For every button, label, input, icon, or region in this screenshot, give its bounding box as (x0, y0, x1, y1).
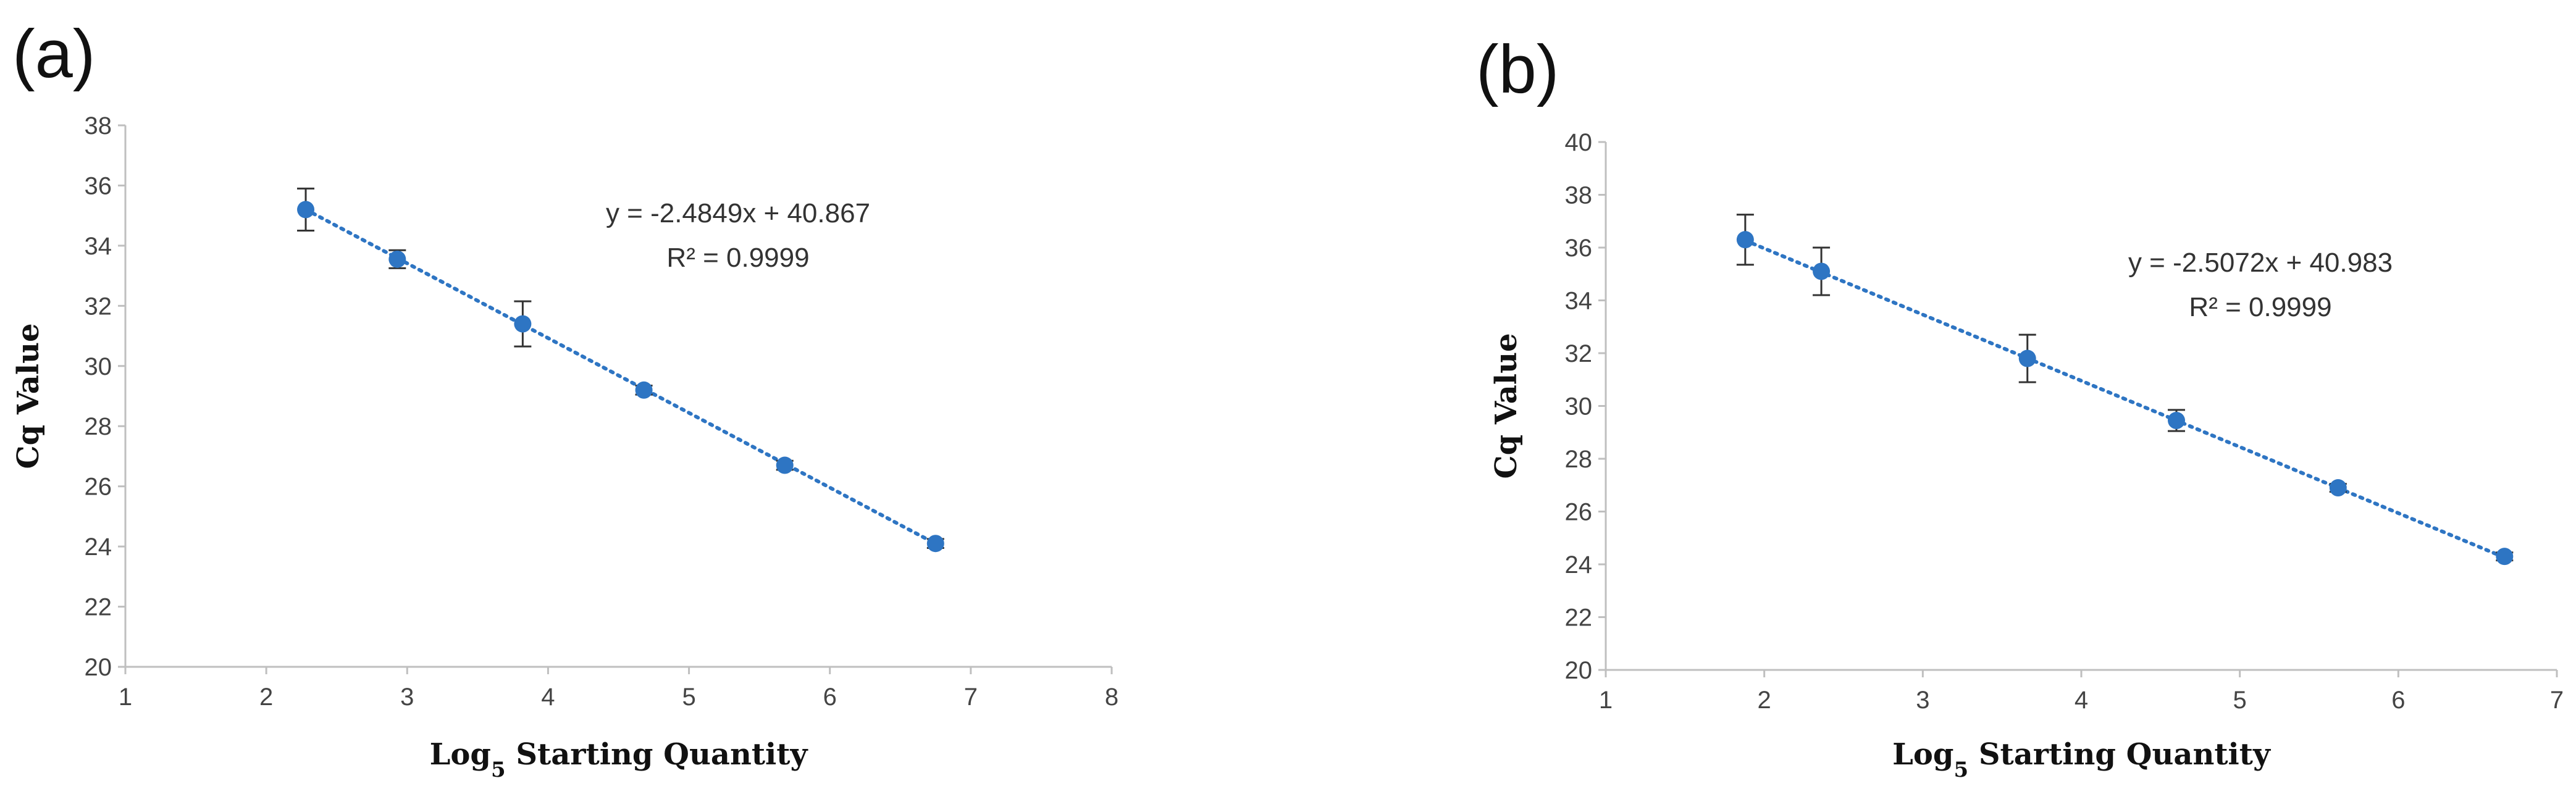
r-squared-label: R² = 0.9999 (2189, 292, 2331, 322)
x-tick-label: 3 (400, 684, 414, 711)
y-tick-label: 22 (1565, 604, 1593, 632)
y-tick-label: 36 (1565, 235, 1593, 262)
y-tick-label: 24 (1565, 551, 1593, 579)
y-tick-label: 34 (1565, 288, 1593, 315)
y-tick-label: 20 (85, 654, 112, 681)
y-tick-label: 24 (85, 533, 112, 561)
x-tick-label: 6 (823, 684, 837, 711)
x-axis-title: Log5 Starting Quantity (430, 737, 809, 782)
y-tick-label: 34 (85, 233, 112, 260)
y-tick-label: 32 (85, 293, 112, 320)
x-axis-title: Log5 Starting Quantity (1892, 737, 2272, 782)
x-tick-label: 5 (2233, 687, 2247, 714)
x-tick-label: 3 (1916, 687, 1929, 714)
data-point (776, 456, 794, 474)
y-axis-title: Cq Value (11, 323, 46, 469)
data-point (514, 315, 532, 333)
data-point (2329, 479, 2347, 497)
panel-label: (b) (1476, 31, 1559, 107)
trendline-equation: y = -2.4849x + 40.867 (606, 198, 870, 228)
y-tick-label: 22 (85, 594, 112, 621)
y-tick-label: 26 (85, 474, 112, 501)
y-tick-label: 38 (1565, 182, 1593, 209)
data-point (2496, 548, 2514, 566)
x-tick-label: 7 (2550, 687, 2564, 714)
y-tick-label: 40 (1565, 129, 1593, 156)
data-point (2168, 412, 2185, 430)
trendline-equation: y = -2.5072x + 40.983 (2128, 248, 2393, 278)
x-tick-label: 1 (1599, 687, 1613, 714)
trendline (1743, 238, 2507, 559)
y-axis-title: Cq Value (1489, 333, 1524, 479)
trendline (304, 207, 938, 546)
x-tick-label: 8 (1105, 684, 1118, 711)
y-tick-label: 32 (1565, 340, 1593, 367)
data-point (1736, 231, 1754, 249)
y-tick-label: 38 (85, 112, 112, 140)
data-point (635, 381, 653, 399)
y-tick-label: 20 (1565, 657, 1593, 684)
r-squared-label: R² = 0.9999 (666, 243, 809, 273)
x-tick-label: 4 (541, 684, 555, 711)
panel-label: (a) (12, 16, 95, 92)
y-tick-label: 28 (85, 413, 112, 440)
x-tick-label: 6 (2391, 687, 2405, 714)
x-tick-label: 4 (2075, 687, 2088, 714)
data-point (297, 201, 315, 219)
x-tick-label: 2 (1758, 687, 1771, 714)
y-tick-label: 36 (85, 172, 112, 199)
x-tick-label: 2 (259, 684, 273, 711)
data-point (2018, 349, 2036, 367)
data-point (1813, 262, 1831, 280)
x-tick-label: 5 (682, 684, 695, 711)
y-tick-label: 28 (1565, 446, 1593, 473)
data-point (926, 535, 944, 553)
y-tick-label: 26 (1565, 499, 1593, 526)
y-tick-label: 30 (85, 353, 112, 380)
data-point (388, 250, 406, 268)
y-tick-label: 30 (1565, 393, 1593, 420)
x-tick-label: 1 (119, 684, 132, 711)
x-tick-label: 7 (964, 684, 978, 711)
